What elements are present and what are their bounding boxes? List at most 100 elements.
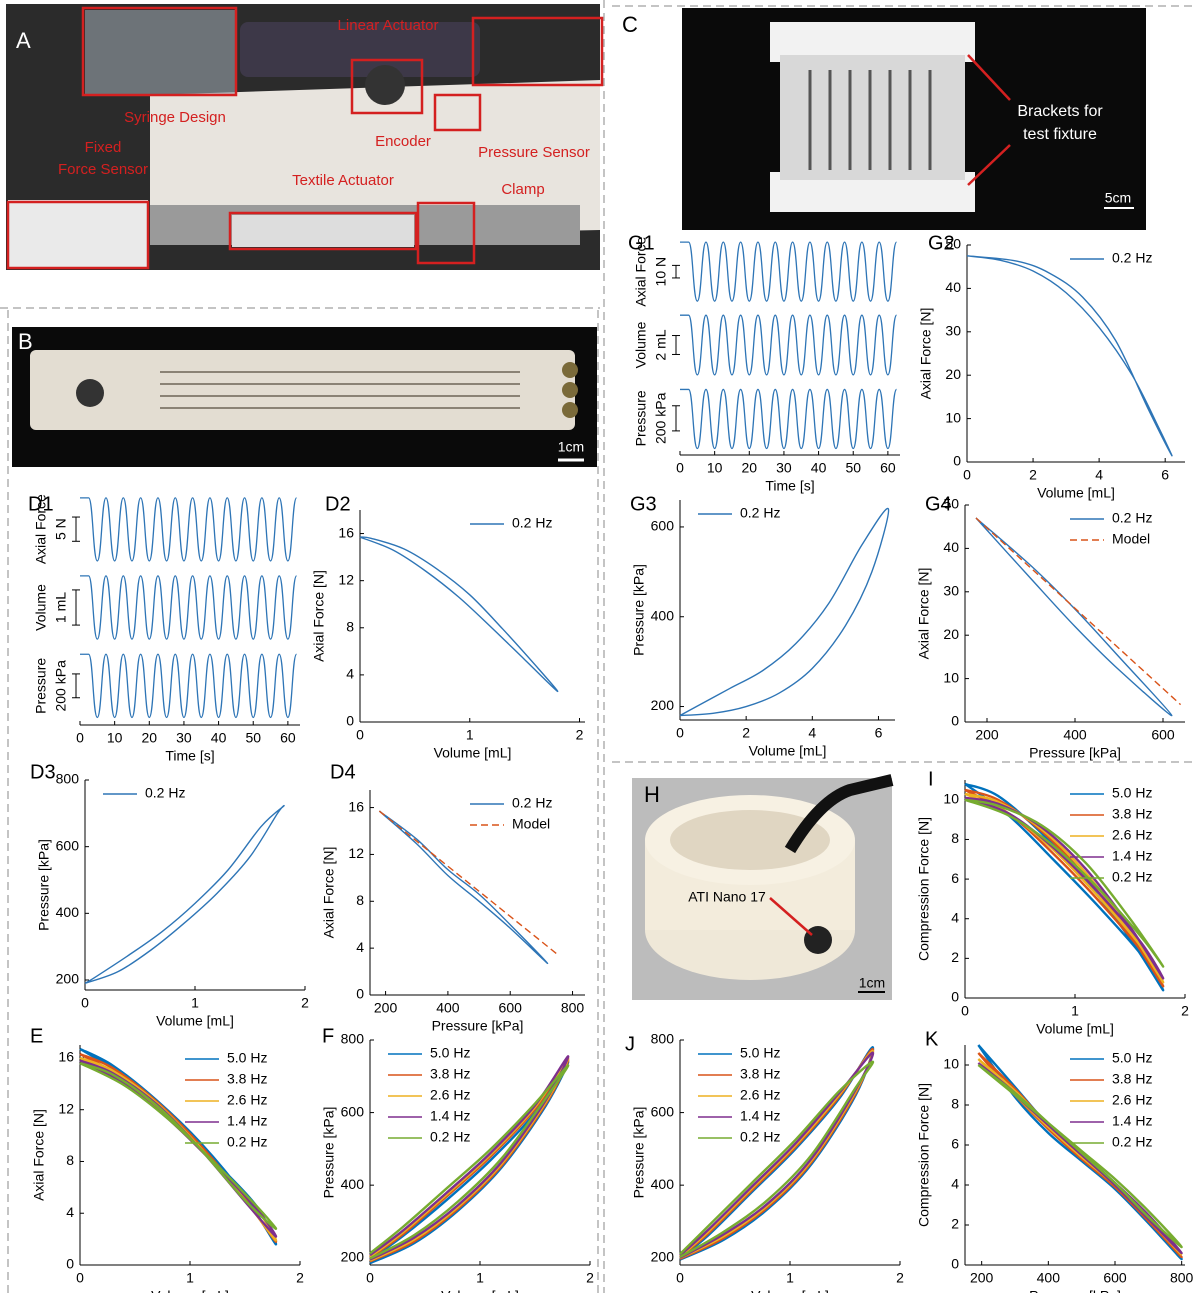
data-line: [679, 1051, 875, 1259]
y-tick-label: 8: [66, 1152, 74, 1168]
x-tick-label: 200: [975, 727, 999, 743]
x-tick-label: 800: [1170, 1270, 1194, 1286]
legend-label: 0.2 Hz: [740, 1129, 780, 1145]
legend-label: 5.0 Hz: [740, 1045, 780, 1061]
y-tick-label: 50: [945, 236, 961, 252]
x-tick-label: 1: [786, 1270, 794, 1286]
y-axis-label: Axial Force [N]: [918, 308, 934, 400]
row-label: Axial Force: [633, 236, 649, 306]
x-tick-label: 10: [707, 460, 723, 476]
y-tick-label: 400: [651, 1176, 675, 1192]
panel-letter: G3: [630, 493, 657, 515]
data-line: [359, 536, 559, 693]
photo-label: Brackets for: [1017, 103, 1103, 120]
data-line: [378, 810, 549, 965]
chart: G2 0 2 4 6 Volume [mL] 0 10 20 30 40 50 Axial Force …: [918, 232, 1185, 501]
legend-label: 2.6 Hz: [430, 1087, 470, 1103]
y-tick-label: 50: [943, 496, 959, 512]
panel-letter: D2: [325, 493, 351, 515]
signal-line: [680, 388, 898, 450]
y-tick-label: 0: [66, 1256, 74, 1272]
row-label: Axial Force: [33, 494, 49, 564]
legend-label: 5.0 Hz: [1112, 1050, 1152, 1066]
y-tick-label: 40: [945, 279, 961, 295]
data-line: [79, 1061, 278, 1230]
x-tick-label: 0: [76, 730, 84, 746]
y-tick-label: 4: [66, 1204, 74, 1220]
chart: G3 0 2 4 6 Volume [mL] 200 400 600 Pressure [kPa]…: [630, 493, 895, 759]
scale-label: 200 kPa: [653, 392, 669, 444]
x-tick-label: 0: [356, 727, 364, 743]
legend-label: Model: [1112, 531, 1150, 547]
signal-line: [680, 314, 898, 376]
chart: K 200 400 600 800 Pressure [kPa] 0 2 4 6 8 10 Compre…: [916, 1028, 1194, 1298]
y-tick-label: 200: [651, 697, 675, 713]
x-axis-label: Volume [mL]: [1036, 1021, 1114, 1037]
x-tick-label: 4: [1095, 467, 1103, 483]
x-tick-label: 0: [366, 1270, 374, 1286]
photo-b: B 1cm: [12, 327, 597, 467]
panel-letter: B: [18, 329, 33, 354]
y-tick-label: 8: [346, 618, 354, 634]
scale-label: 5 N: [53, 518, 69, 540]
y-axis-label: Axial Force [N]: [916, 568, 932, 660]
y-tick-label: 10: [943, 1056, 959, 1072]
panel-letter: E: [30, 1025, 43, 1047]
y-tick-label: 6: [951, 1136, 959, 1152]
y-axis-label: Pressure [kPa]: [321, 1107, 337, 1199]
x-axis-label: Pressure [kPa]: [1029, 1288, 1121, 1293]
x-axis-label: Time [s]: [765, 478, 814, 494]
x-tick-label: 600: [1103, 1270, 1127, 1286]
legend-label: 1.4 Hz: [227, 1113, 267, 1129]
y-tick-label: 20: [943, 626, 959, 642]
scale-label: 10 N: [653, 257, 669, 287]
legend-label: 0.2 Hz: [145, 785, 185, 801]
photo-label: Force Sensor: [58, 161, 148, 178]
panel-letter: K: [925, 1028, 939, 1050]
x-tick-label: 0: [76, 1270, 84, 1286]
x-tick-label: 1: [476, 1270, 484, 1286]
y-axis-label: Axial Force [N]: [31, 1109, 47, 1201]
y-tick-label: 400: [341, 1176, 365, 1192]
y-tick-label: 600: [651, 1103, 675, 1119]
photo-c: C Brackets for test fixture 5cm: [622, 8, 1146, 230]
y-tick-label: 20: [945, 366, 961, 382]
chart: F 0 1 2 Volume [mL] 200 400 600 800 Pressure [kPa…: [321, 1025, 594, 1298]
photo-label: Pressure Sensor: [478, 144, 590, 161]
legend-label: 0.2 Hz: [1112, 510, 1152, 526]
x-tick-label: 50: [845, 460, 861, 476]
y-tick-label: 0: [346, 713, 354, 729]
data-line: [977, 1064, 1183, 1249]
signal-line: [680, 241, 898, 302]
legend-label: 2.6 Hz: [1112, 827, 1152, 843]
x-tick-label: 400: [436, 1000, 460, 1016]
chart: D4 200 400 600 800 Pressure [kPa] 0 4 8 12 16 Axial…: [321, 761, 585, 1034]
data-line: [679, 1049, 875, 1260]
legend-label: 0.2 Hz: [512, 515, 552, 531]
y-tick-label: 8: [356, 892, 364, 908]
legend-label: 1.4 Hz: [1112, 848, 1152, 864]
data-line: [679, 1047, 875, 1260]
y-tick-label: 12: [348, 845, 364, 861]
data-line: [977, 1062, 1183, 1255]
y-tick-label: 200: [341, 1248, 365, 1264]
data-line: [369, 1064, 570, 1260]
y-tick-label: 8: [951, 1096, 959, 1112]
data-line: [964, 798, 1165, 968]
y-tick-label: 16: [338, 524, 354, 540]
y-tick-label: 10: [943, 669, 959, 685]
x-tick-label: 600: [499, 1000, 523, 1016]
chart: J 0 1 2 Volume [mL] 200 400 600 800 Pressure [kPa…: [625, 1031, 904, 1298]
legend-label: 2.6 Hz: [227, 1092, 267, 1108]
x-tick-label: 0: [676, 1270, 684, 1286]
legend-label: 0.2 Hz: [430, 1129, 470, 1145]
y-tick-label: 8: [951, 830, 959, 846]
x-tick-label: 2: [296, 1270, 304, 1286]
x-tick-label: 50: [245, 730, 261, 746]
x-tick-label: 2: [1029, 467, 1037, 483]
row-label: Pressure: [633, 390, 649, 446]
x-tick-label: 40: [811, 460, 827, 476]
panel-letter: G1: [628, 232, 655, 254]
x-tick-label: 2: [576, 727, 584, 743]
